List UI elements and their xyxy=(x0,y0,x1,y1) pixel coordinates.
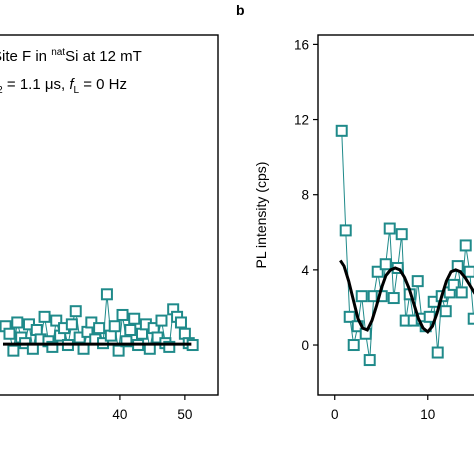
data-point xyxy=(108,320,121,333)
data-point xyxy=(343,310,356,323)
data-point xyxy=(455,286,468,299)
data-point xyxy=(128,312,141,325)
data-point xyxy=(347,339,360,352)
annotation-text: 2 xyxy=(0,85,3,96)
data-point xyxy=(120,335,133,348)
plot-frame xyxy=(317,34,474,396)
data-point xyxy=(93,322,106,335)
data-point xyxy=(383,222,396,235)
data-point xyxy=(387,292,400,305)
x-tick-label: 40 xyxy=(112,407,127,422)
panel-label: b xyxy=(236,2,245,18)
annotation-text: = 1.1 μs, xyxy=(3,76,70,93)
data-point xyxy=(3,327,16,340)
data-point xyxy=(100,288,113,301)
y-tick-label: 0 xyxy=(301,338,309,353)
data-point xyxy=(174,316,187,329)
y-axis-label: PL intensity (cps) xyxy=(253,162,269,269)
data-point xyxy=(379,258,392,271)
annotation-text: Site F in xyxy=(0,48,51,65)
data-point xyxy=(7,344,20,357)
data-point xyxy=(411,275,424,288)
data-point xyxy=(439,305,452,318)
data-point xyxy=(447,278,460,291)
y-tick-label: 8 xyxy=(301,188,309,203)
data-point xyxy=(431,346,444,359)
data-point xyxy=(116,308,129,321)
data-point xyxy=(363,354,376,367)
data-point xyxy=(155,314,168,327)
data-point xyxy=(467,312,474,325)
x-tick-label: 50 xyxy=(177,407,192,422)
annotation-text: L xyxy=(74,85,80,96)
y-tick-label: 4 xyxy=(301,263,309,278)
data-point xyxy=(395,228,408,241)
x-tick-label: 10 xyxy=(420,407,435,422)
data-point xyxy=(335,124,348,137)
data-point xyxy=(65,318,78,331)
data-point xyxy=(69,305,82,318)
data-point xyxy=(38,310,51,323)
x-tick-label: 0 xyxy=(331,407,339,422)
y-tick-label: 12 xyxy=(294,113,309,128)
data-point xyxy=(163,340,176,353)
data-point xyxy=(339,224,352,237)
annotation: Site F in natSi at 12 mT xyxy=(0,47,142,65)
annotation-text: = 0 Hz xyxy=(79,76,127,93)
y-tick-label: 16 xyxy=(294,37,309,52)
data-point xyxy=(46,340,59,353)
annotation-text: f xyxy=(69,76,75,93)
data-point xyxy=(124,323,137,336)
annotation-text: Si at 12 mT xyxy=(65,48,142,65)
data-point xyxy=(11,316,24,329)
plot-frame xyxy=(0,34,219,396)
annotation-text: nat xyxy=(51,47,65,58)
data-point xyxy=(459,239,472,252)
data-point xyxy=(463,265,474,278)
fit-line xyxy=(339,259,474,334)
data-point xyxy=(355,290,368,303)
data-point xyxy=(112,344,125,357)
data-point xyxy=(50,314,63,327)
data-point xyxy=(371,265,384,278)
annotation: T2 = 1.1 μs, fL = 0 Hz xyxy=(0,76,127,96)
